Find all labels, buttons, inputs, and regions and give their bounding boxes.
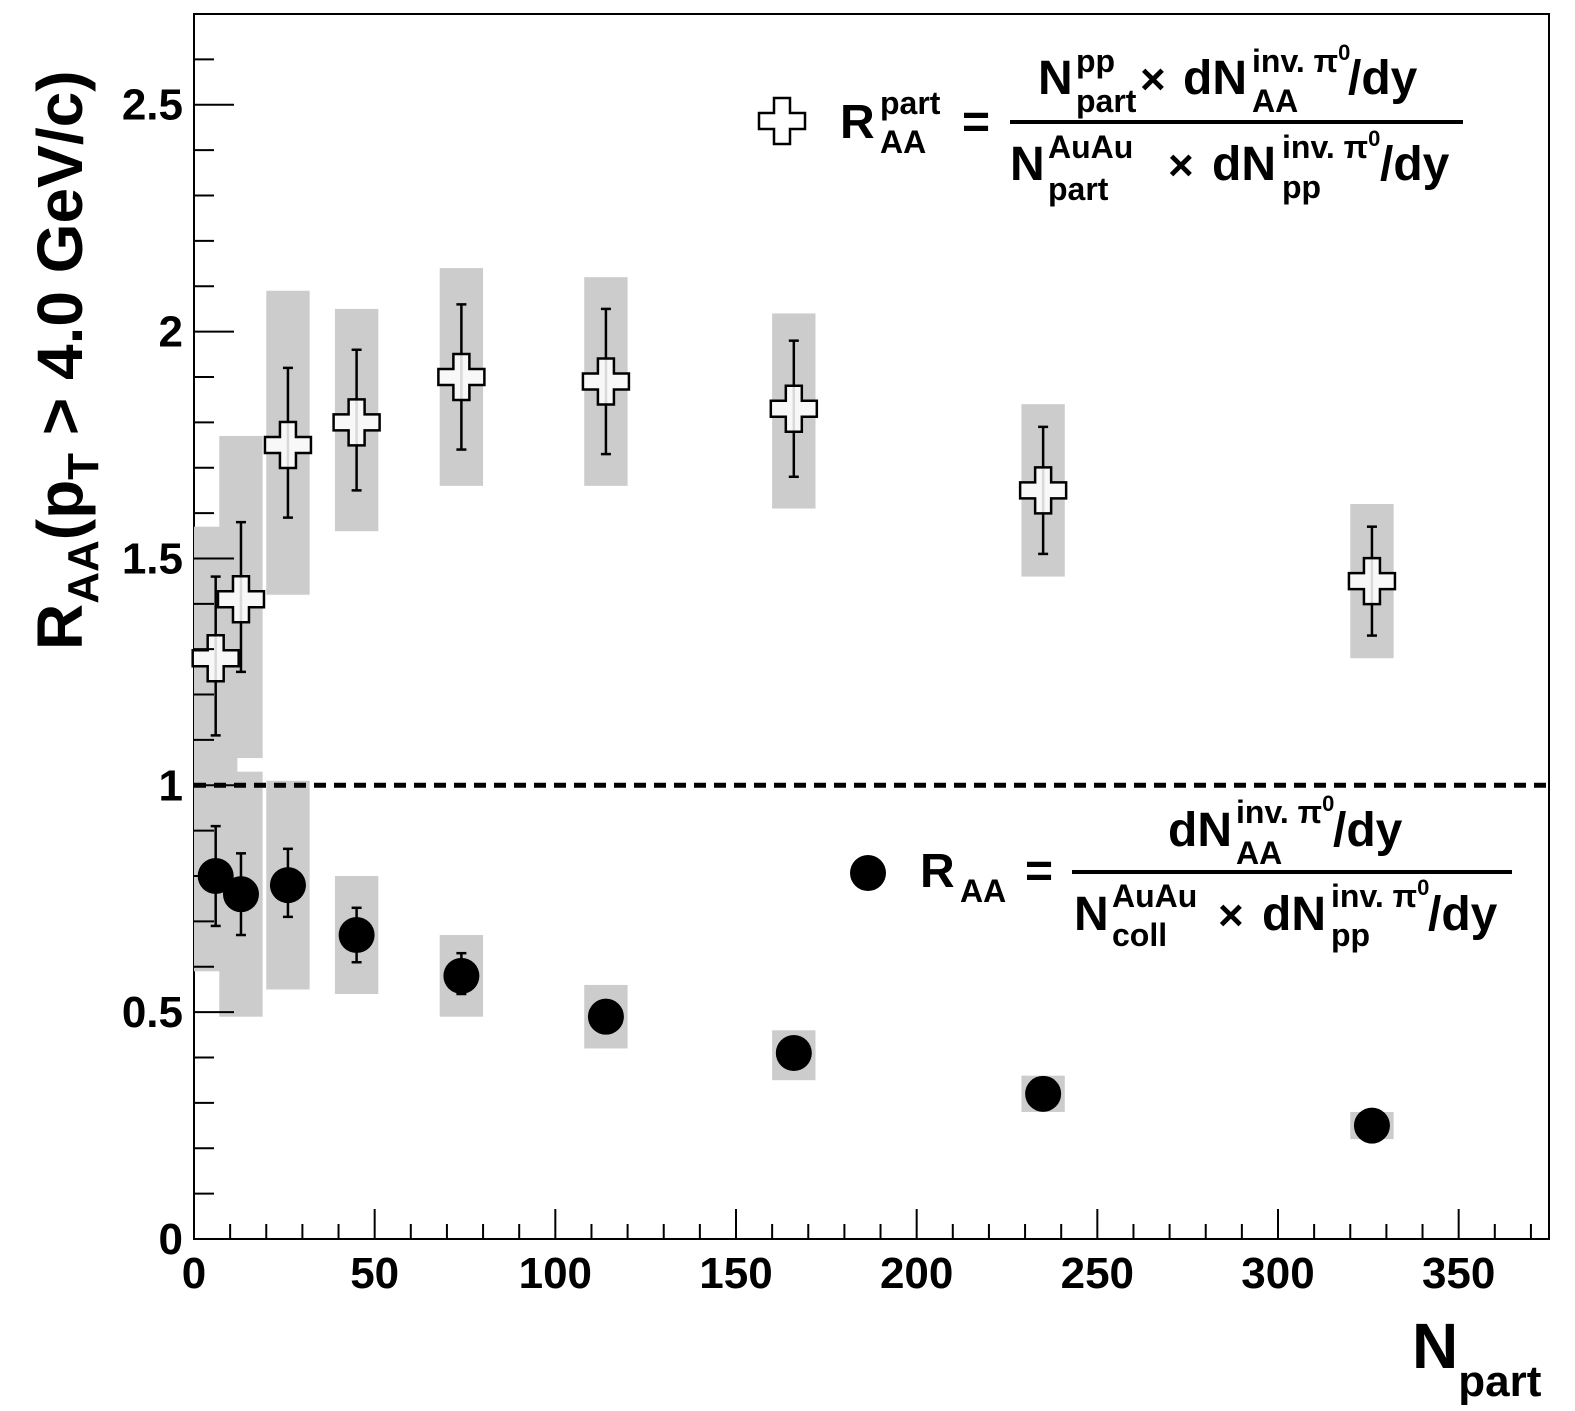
legend-part-den-dn: dN bbox=[1212, 138, 1276, 191]
legend-part-num-n-sup: pp bbox=[1076, 43, 1115, 79]
filled-circle-marker-8 bbox=[1353, 1107, 1390, 1144]
filled-circle-marker-2 bbox=[269, 867, 306, 904]
legend-part-label: R bbox=[840, 96, 875, 149]
legend-part-num-dn-sup-main: inv. π bbox=[1252, 43, 1338, 79]
markers bbox=[191, 352, 1397, 1144]
open-cross-marker-0 bbox=[191, 634, 240, 683]
legend-part-den-dn-sup-main: inv. π bbox=[1282, 129, 1368, 165]
x-axis-title-main: N bbox=[1412, 1310, 1458, 1382]
legend-part-label-sup: part bbox=[880, 85, 941, 121]
y-axis-title-sub: AA bbox=[59, 540, 108, 604]
axis-tick-labels: 0 50 100 150 200 250 300 350 0 0.5 1 1.5 2 2.5 bbox=[122, 81, 1496, 1298]
legend-coll-den-n: N bbox=[1074, 888, 1109, 941]
legend-coll: R AA = dN inv. π0 AA /dy N AuAu coll × d… bbox=[850, 791, 1512, 953]
filled-circle-marker-3 bbox=[338, 917, 375, 954]
legend-coll-den-dn-sup-main: inv. π bbox=[1331, 878, 1417, 914]
open-cross-marker-4 bbox=[437, 352, 486, 402]
legend-part-num-dn-sub: AA bbox=[1252, 83, 1298, 119]
x-tick-label-2: 100 bbox=[519, 1249, 592, 1298]
legend-part-label-sub: AA bbox=[880, 124, 926, 160]
plot-frame bbox=[193, 13, 1550, 1240]
x-tick-label-0: 0 bbox=[182, 1249, 206, 1298]
legend-coll-den-dn-sub: pp bbox=[1331, 917, 1370, 953]
y-axis-title-rest: > 4.0 GeV/c) bbox=[24, 70, 96, 452]
y-axis-title-paren: (p bbox=[24, 480, 96, 540]
open-cross-marker-6 bbox=[769, 384, 819, 433]
legend-coll-label: R bbox=[920, 845, 955, 898]
legend-coll-label-sub: AA bbox=[960, 873, 1006, 909]
legend-coll-den-dn: dN bbox=[1262, 888, 1326, 941]
legend-part-num-times: × bbox=[1140, 55, 1166, 104]
legend-coll-num-dn-sup: inv. π0 bbox=[1236, 791, 1334, 830]
legend-part-den-tail: /dy bbox=[1380, 138, 1450, 191]
x-tick-label-7: 350 bbox=[1422, 1249, 1495, 1298]
legend-part-num-dn-sup: inv. π0 bbox=[1252, 40, 1350, 79]
y-axis-title-pt-sub: T bbox=[59, 453, 108, 480]
filled-circle-marker-5 bbox=[587, 998, 624, 1035]
legend-part-num-tail: /dy bbox=[1348, 52, 1418, 105]
filled-circle-marker-7 bbox=[1025, 1075, 1062, 1112]
legend-part-num-dn-sup2: 0 bbox=[1338, 40, 1350, 65]
legend-part-den-dn-sub: pp bbox=[1282, 169, 1321, 205]
open-cross-marker-2 bbox=[263, 420, 313, 470]
legend-coll-den-n-sup: AuAu bbox=[1112, 878, 1197, 914]
x-tick-label-5: 250 bbox=[1061, 1249, 1134, 1298]
legend-coll-den-n-sub: coll bbox=[1112, 917, 1167, 953]
legend-coll-num-dn-sup-main: inv. π bbox=[1236, 794, 1322, 830]
y-tick-label-0: 0 bbox=[159, 1215, 183, 1264]
legend-part-num-dn: dN bbox=[1183, 52, 1247, 105]
legend-coll-den-times: × bbox=[1218, 891, 1244, 940]
legend-part-num-n-sub: part bbox=[1076, 83, 1137, 119]
filled-circle-marker-0 bbox=[197, 858, 234, 895]
legend-coll-equals: = bbox=[1025, 845, 1053, 898]
open-cross-marker-7 bbox=[1018, 466, 1068, 515]
legend-part-marker bbox=[757, 96, 807, 146]
y-tick-label-3: 1.5 bbox=[122, 534, 183, 583]
x-tick-label-4: 200 bbox=[880, 1249, 953, 1298]
x-axis-title: Npart bbox=[1412, 1310, 1542, 1406]
y-tick-label-1: 0.5 bbox=[122, 988, 183, 1037]
open-cross-marker-8 bbox=[1347, 556, 1397, 606]
open-cross-marker-1 bbox=[216, 575, 266, 624]
legend-part: R part AA = N pp part × dN inv. π0 AA /d… bbox=[757, 40, 1463, 207]
legend-coll-den-dn-sup: inv. π0 bbox=[1331, 875, 1429, 914]
legend-coll-num-dn-sub: AA bbox=[1236, 835, 1282, 871]
legend-part-num-n: N bbox=[1038, 52, 1073, 105]
legend-coll-num-tail: /dy bbox=[1333, 804, 1403, 857]
legend-part-den-times: × bbox=[1168, 141, 1194, 190]
y-tick-label-4: 2 bbox=[159, 308, 183, 357]
legend-part-den-n-sub: part bbox=[1048, 171, 1109, 207]
legend-part-label-main: R bbox=[840, 96, 875, 149]
axis-ticks bbox=[193, 13, 1532, 1240]
filled-circle-marker-6 bbox=[775, 1034, 812, 1071]
legend-coll-den-tail: /dy bbox=[1428, 888, 1498, 941]
open-cross-marker-5 bbox=[581, 357, 631, 406]
x-tick-label-1: 50 bbox=[350, 1249, 399, 1298]
open-cross-marker-3 bbox=[332, 398, 381, 447]
legend-part-den-dn-sup: inv. π0 bbox=[1282, 126, 1380, 165]
y-tick-label-2: 1 bbox=[159, 761, 183, 810]
filled-circle-marker-4 bbox=[443, 957, 480, 994]
x-tick-label-3: 150 bbox=[699, 1249, 772, 1298]
x-axis-title-sub: part bbox=[1458, 1357, 1541, 1406]
legend-part-den-n-sup: AuAu bbox=[1048, 129, 1133, 165]
y-axis-title-main: R bbox=[24, 604, 96, 650]
y-axis-title: RAA(pT > 4.0 GeV/c) bbox=[24, 70, 108, 650]
legend-part-den-dn-sup2: 0 bbox=[1368, 126, 1380, 151]
legend-part-equals: = bbox=[962, 96, 990, 149]
legend-coll-marker bbox=[850, 855, 886, 891]
legend-coll-num-dn-sup2: 0 bbox=[1322, 791, 1334, 816]
filled-circle-marker-1 bbox=[222, 876, 259, 913]
legend-part-cross bbox=[757, 96, 807, 146]
legend-coll-num-dn: dN bbox=[1168, 804, 1232, 857]
x-tick-label-6: 300 bbox=[1241, 1249, 1314, 1298]
y-tick-label-5: 2.5 bbox=[122, 81, 183, 130]
legend-coll-den-dn-sup2: 0 bbox=[1417, 875, 1429, 900]
legend-part-den-n: N bbox=[1010, 138, 1045, 191]
